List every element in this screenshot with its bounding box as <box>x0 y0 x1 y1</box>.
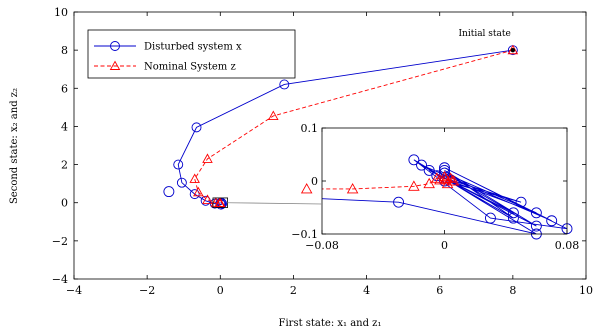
initial-state-annotation: Initial state <box>458 29 510 39</box>
main-series-0-point <box>279 79 290 90</box>
inset-series-0-point <box>439 162 450 174</box>
main-series-1-point <box>215 197 226 207</box>
y-axis-label: Second state: x₂ and z₂ <box>9 88 20 204</box>
inset-series-0-point <box>507 207 519 219</box>
x-tick-label: −2 <box>139 284 155 297</box>
inset-series-1-point <box>431 172 443 183</box>
inset-series-1-point <box>446 175 458 186</box>
x-tick-label: 10 <box>579 284 593 297</box>
main-series-0-point <box>173 159 184 170</box>
inset-series-0-point <box>530 220 542 232</box>
legend-label-disturbed: Disturbed system x <box>144 42 242 53</box>
x-tick-label: 4 <box>363 284 370 297</box>
main-plot-frame <box>73 11 587 280</box>
y-tick-label: −4 <box>52 273 68 286</box>
inset-series-0-point <box>393 196 405 208</box>
main-series-1-point <box>268 110 279 120</box>
inset-series-1-point <box>423 177 435 189</box>
zoom-indicator <box>212 197 323 208</box>
initial-state-point <box>510 47 516 53</box>
inset-x-tick-label: 0 <box>441 239 448 252</box>
x-tick-label: 6 <box>436 284 443 297</box>
inset-series-0-point <box>408 154 420 166</box>
inset-series-1-point <box>440 172 452 184</box>
inset-plot: −0.08 0 0.08 −0.1 0 0.1 <box>163 122 579 252</box>
x-axis-label: First state: x₁ and z₁ <box>279 318 382 329</box>
inset-x-tick-label: 0.08 <box>555 239 580 252</box>
inset-series-1-point <box>346 183 359 194</box>
main-series-0-point <box>191 122 202 133</box>
inset-y-tick-label: 0.1 <box>301 122 319 135</box>
inset-series-0-point <box>484 212 496 224</box>
x-tick-label: 2 <box>290 284 297 297</box>
legend-marker-disturbed <box>110 41 120 51</box>
inset-series-0-point <box>515 196 527 208</box>
inset-series-1-point <box>300 183 313 194</box>
inset-ticks: −0.08 0 0.08 −0.1 0 0.1 <box>291 122 579 252</box>
inset-y-tick-label: −0.1 <box>291 228 318 241</box>
y-tick-label: 6 <box>61 82 68 95</box>
main-series-1-point <box>193 186 204 197</box>
x-tick-label: 0 <box>217 284 224 297</box>
main-series-0-point <box>176 177 187 188</box>
main-series-1-point <box>507 44 519 55</box>
main-ticks: −4 −2 0 2 4 6 8 10 −4 −2 0 2 4 6 8 10 <box>52 6 593 297</box>
y-tick-label: 10 <box>54 6 68 19</box>
inset-series-0-point <box>439 164 450 176</box>
y-tick-label: −2 <box>52 235 68 248</box>
legend: Disturbed system x Nominal System z <box>87 29 296 79</box>
legend-marker-nominal <box>109 60 121 70</box>
inset-series-0-point <box>507 212 519 224</box>
main-series-1-point <box>189 173 200 183</box>
inset-series-0-point <box>530 207 542 219</box>
zoom-connector <box>227 202 323 205</box>
main-series-0-point <box>189 189 200 200</box>
inset-series-0-point <box>439 167 450 179</box>
y-tick-label: 8 <box>61 44 68 57</box>
x-tick-label: 8 <box>509 284 516 297</box>
y-tick-label: 4 <box>61 120 68 133</box>
inset-series-0-point <box>423 164 435 176</box>
inset-plot-marks <box>163 154 573 240</box>
legend-label-nominal: Nominal System z <box>144 62 236 73</box>
inset-series-0-point <box>546 215 558 227</box>
inset-x-tick-label: −0.08 <box>305 239 339 252</box>
y-tick-label: 2 <box>61 159 68 172</box>
inset-series-1-point <box>434 174 446 185</box>
inset-y-tick-label: 0 <box>311 175 318 188</box>
main-series-1-line <box>194 49 513 204</box>
inset-series-1-point <box>408 180 420 191</box>
x-tick-label: −4 <box>66 284 82 297</box>
main-series-1-point <box>202 194 213 204</box>
main-plot-marks <box>173 44 519 210</box>
legend-box <box>87 29 296 79</box>
inset-series-0-point <box>416 159 427 171</box>
y-tick-label: 0 <box>61 197 68 210</box>
inset-series-0-point <box>163 186 175 198</box>
main-series-1-point <box>202 153 213 163</box>
